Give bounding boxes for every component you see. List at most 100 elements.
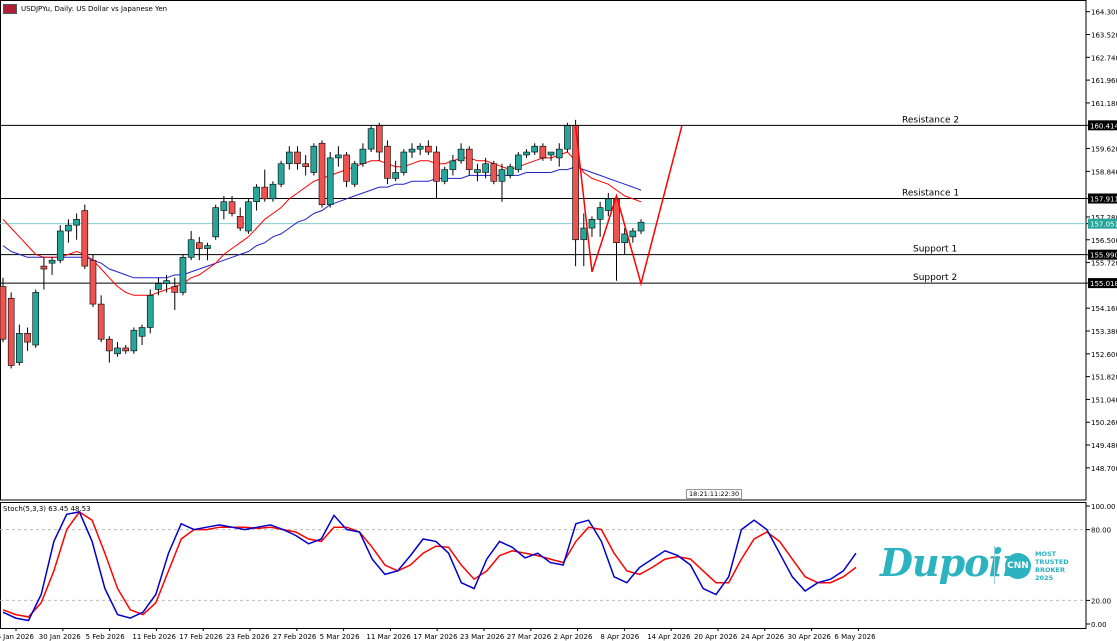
price-tick-label: 153.380 — [1091, 328, 1117, 336]
candle-body — [32, 292, 40, 346]
candle-body — [408, 148, 416, 153]
candle-body — [253, 186, 260, 203]
candle-body — [212, 207, 219, 238]
candle-body — [179, 257, 187, 293]
candle-body — [245, 201, 252, 232]
ma-slow-line — [2, 166, 642, 279]
price-tag-bg — [1088, 193, 1117, 204]
candle-body — [400, 151, 408, 173]
candle-body — [367, 128, 375, 150]
candle-body — [138, 327, 146, 337]
price-tag-label: 155.018 — [1090, 280, 1117, 288]
candle-body — [196, 242, 203, 249]
candle-body — [228, 201, 236, 214]
candle-body — [187, 239, 195, 258]
price-tick-label: 150.260 — [1091, 419, 1117, 427]
candle-body — [474, 169, 481, 173]
date-label: 8 Apr 2026 — [600, 633, 639, 641]
candle-body — [433, 151, 440, 182]
candle-body — [588, 218, 596, 229]
candle-body — [539, 145, 547, 159]
stoch-signal-line — [2, 510, 857, 618]
price-tick-label: 161.960 — [1091, 77, 1117, 85]
price-tag-label: 157.051 — [1090, 221, 1117, 229]
price-tick-label: 154.160 — [1091, 305, 1117, 313]
candle-body — [425, 145, 432, 153]
candle-body — [490, 163, 498, 182]
candle-body — [81, 210, 89, 267]
price-tick-label: 156.500 — [1091, 237, 1117, 245]
stoch-tick-label: 0.00 — [1091, 621, 1107, 629]
dupoin-logo: Dupoin CNN MOST TRUSTED BROKER 2025 — [880, 540, 1080, 592]
price-tick-label: 159.620 — [1091, 146, 1117, 154]
award-line-3: BROKER — [1035, 566, 1065, 574]
candle-body — [204, 245, 211, 249]
date-label: 6 May 2026 — [834, 633, 876, 641]
date-label: 27 Mar 2026 — [507, 633, 552, 641]
brand-name: Dupoin — [880, 540, 1030, 585]
candle-body — [564, 125, 571, 150]
candle-body — [416, 145, 424, 150]
level-label: Support 2 — [913, 273, 957, 283]
candle-body — [97, 303, 105, 340]
stochastic-plot-frame — [0, 502, 1087, 629]
candle-body — [122, 347, 129, 352]
price-tick-label: 151.820 — [1091, 374, 1117, 382]
date-label: 5 Feb 2026 — [86, 633, 126, 641]
stochastic-label: Stoch(5,3,3) 63.45 48.53 — [3, 505, 91, 513]
award-line-4: 2025 — [1035, 574, 1054, 582]
stoch-tick-label: 80.00 — [1091, 527, 1111, 535]
candle-body — [637, 221, 645, 232]
date-label: 20 Apr 2026 — [694, 633, 738, 641]
price-tick-label: 148.700 — [1091, 465, 1117, 473]
price-tick-label: 149.480 — [1091, 442, 1117, 450]
price-tick-label: 158.840 — [1091, 168, 1117, 176]
candle-body — [384, 145, 391, 179]
candle-body — [457, 148, 465, 162]
candle-body — [629, 230, 637, 238]
candle-body — [596, 207, 604, 220]
candle-body — [146, 295, 154, 328]
candle-body — [155, 283, 162, 290]
price-tag-bg — [1088, 278, 1117, 289]
price-tick-label: 162.740 — [1091, 54, 1117, 62]
level-label: Resistance 2 — [902, 115, 959, 125]
price-tick-label: 151.040 — [1091, 396, 1117, 404]
candle-body — [65, 224, 72, 232]
candle-body — [0, 286, 7, 340]
candle-body — [73, 218, 80, 226]
candle-body — [24, 333, 31, 343]
candle-body — [261, 186, 269, 200]
candle-body — [326, 157, 334, 205]
candle-body — [16, 333, 23, 363]
price-tag-label: 160.414 — [1090, 122, 1117, 130]
award-line-1: MOST — [1035, 550, 1057, 558]
date-label: 24 Apr 2026 — [741, 633, 785, 641]
candle-body — [392, 172, 399, 179]
candle-body — [318, 142, 326, 205]
date-label: 30 Apr 2026 — [788, 633, 832, 641]
candle-body — [335, 154, 342, 159]
candle-body — [163, 280, 170, 284]
cnn-badge-icon: CNN — [1005, 553, 1031, 579]
candle-body — [114, 347, 121, 355]
candle-body — [310, 145, 318, 173]
currency-flag-icon — [3, 4, 17, 14]
candle-body — [555, 148, 563, 159]
candle-body — [89, 259, 97, 305]
price-tick-label: 161.180 — [1091, 100, 1117, 108]
date-label: 26 Jan 2026 — [0, 633, 35, 641]
candle-body — [285, 151, 293, 165]
level-label: Support 1 — [913, 245, 957, 255]
candle-body — [506, 166, 514, 176]
candle-body — [498, 169, 506, 182]
candle-body — [465, 148, 473, 170]
chart-title: USDJPYu, Daily: US Dollar vs Japanese Ye… — [21, 5, 168, 13]
date-label: 27 Feb 2026 — [273, 633, 317, 641]
candle-body — [220, 201, 228, 211]
award-text: MOST TRUSTED BROKER 2025 — [1035, 550, 1069, 582]
price-tag-label: 157.911 — [1090, 196, 1117, 204]
candle-body — [580, 227, 588, 241]
